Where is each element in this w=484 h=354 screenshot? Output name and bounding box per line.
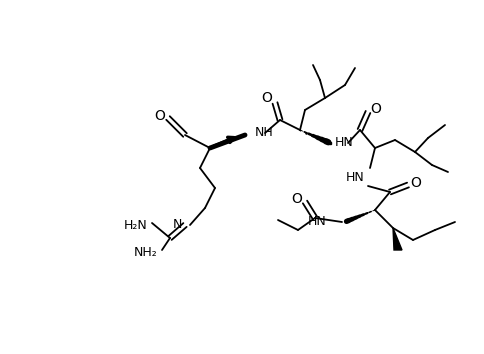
Text: N: N <box>172 218 182 232</box>
Text: H₂N: H₂N <box>124 219 148 233</box>
Text: O: O <box>261 91 272 105</box>
Text: O: O <box>410 176 421 190</box>
Text: NH₂: NH₂ <box>134 246 158 259</box>
Text: O: O <box>370 102 380 116</box>
Text: HN: HN <box>346 171 364 184</box>
Text: O: O <box>154 109 165 123</box>
Polygon shape <box>392 228 401 250</box>
Text: HN: HN <box>308 216 326 228</box>
Text: O: O <box>291 192 302 206</box>
Text: HN: HN <box>334 137 353 149</box>
Text: NH: NH <box>255 126 273 139</box>
